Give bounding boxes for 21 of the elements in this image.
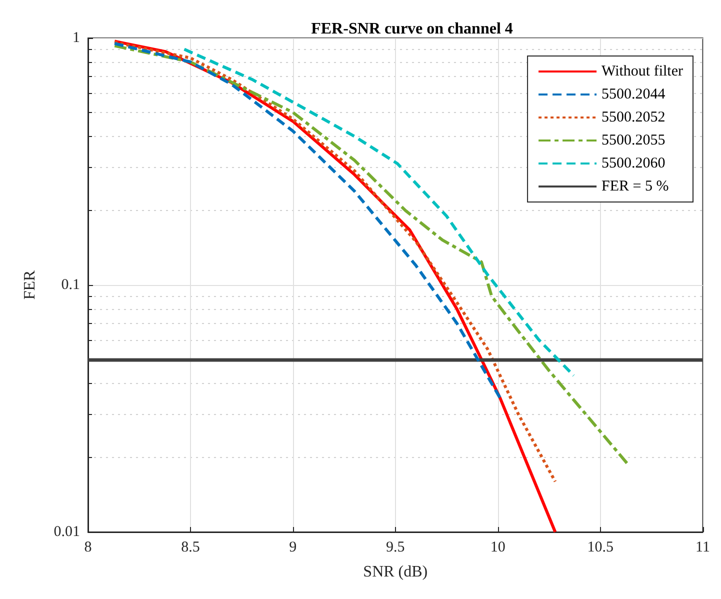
legend-label: 5500.2055 — [602, 132, 666, 148]
line-series — [113, 42, 502, 400]
y-tick-label: 0.1 — [61, 277, 80, 293]
line-series — [182, 48, 576, 378]
legend-label: 5500.2060 — [602, 156, 666, 172]
legend-label: FER = 5 % — [602, 178, 669, 194]
x-tick-label: 8.5 — [181, 540, 200, 556]
legend-label: 5500.2044 — [602, 86, 666, 102]
x-tick-label: 9.5 — [386, 540, 405, 556]
legend-label: 5500.2052 — [602, 110, 666, 126]
x-axis-title: SNR (dB) — [363, 564, 428, 580]
y-tick-label: 0.01 — [54, 524, 80, 540]
legend-label: Without filter — [602, 64, 684, 80]
y-tick-label: 1 — [72, 30, 80, 46]
x-tick-label: 11 — [696, 540, 710, 556]
chart-title: FER-SNR curve on channel 4 — [311, 20, 513, 38]
y-axis-title: FER — [22, 270, 38, 300]
x-tick-label: 8 — [84, 540, 92, 556]
x-tick-label: 10 — [490, 540, 506, 556]
x-tick-label: 10.5 — [587, 540, 614, 556]
x-tick-label: 9 — [289, 540, 297, 556]
